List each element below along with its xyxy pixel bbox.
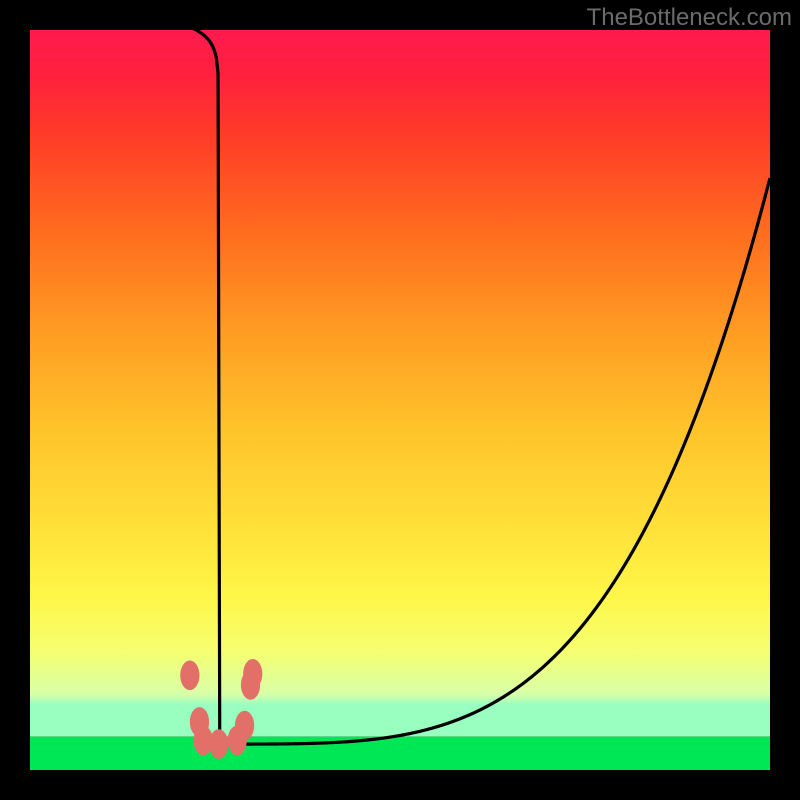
data-marker — [180, 660, 199, 690]
data-marker — [235, 711, 254, 741]
data-marker — [209, 729, 228, 759]
chart-stage: TheBottleneck.com — [0, 0, 800, 800]
watermark-label: TheBottleneck.com — [587, 4, 792, 32]
gradient-background — [30, 30, 770, 737]
chart-svg — [0, 0, 800, 800]
green-band — [30, 737, 770, 770]
data-marker — [243, 659, 262, 689]
